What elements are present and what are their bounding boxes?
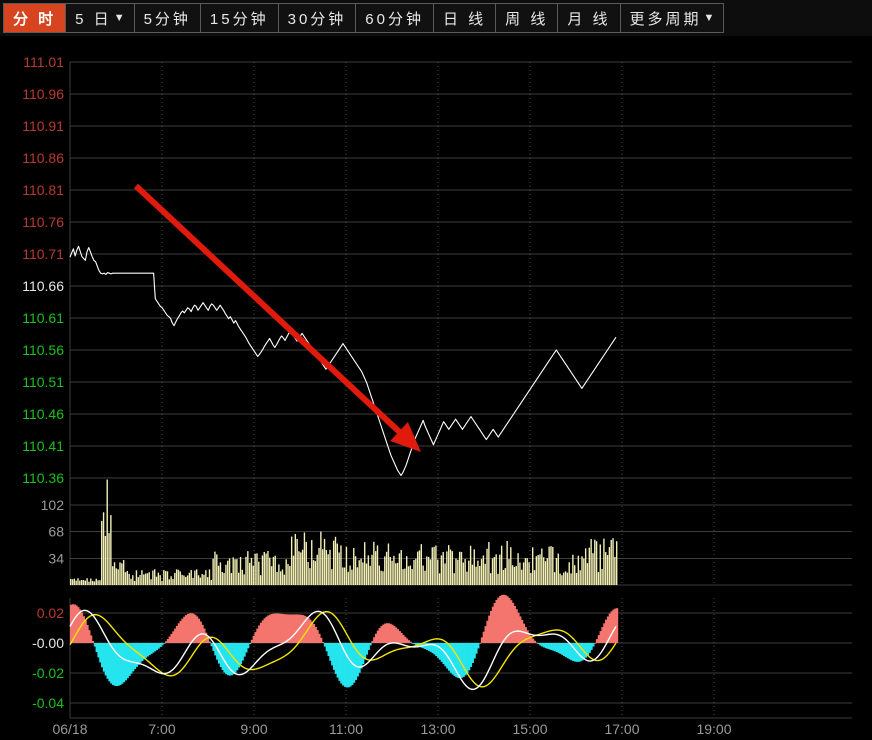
period-5day-button[interactable]: 5 日 ▼ — [66, 4, 135, 32]
volume-axis-label: 34 — [48, 550, 64, 566]
price-axis-label: 110.71 — [22, 246, 64, 262]
period-minute-button[interactable]: 分 时 — [4, 4, 67, 32]
period-monthly-label: 月 线 — [567, 10, 611, 28]
chart-canvas[interactable]: 111.01 110.96 110.91 110.86 110.81 110.76 110.… — [0, 36, 872, 740]
price-axis-label: 110.76 — [22, 214, 64, 230]
price-line — [69, 245, 617, 476]
period-monthly-button[interactable]: 月 线 — [558, 4, 621, 32]
macd-axis-label: -0.00 — [32, 635, 64, 651]
price-axis-label: 110.41 — [22, 438, 64, 454]
time-axis-label: 9:00 — [240, 721, 267, 737]
time-axis-label: 17:00 — [604, 721, 639, 737]
chart-svg: 111.01 110.96 110.91 110.86 110.81 110.76 110.… — [0, 36, 872, 740]
chevron-down-icon: ▼ — [113, 12, 125, 24]
macd-dea-line — [69, 610, 617, 688]
price-axis-label: 111.01 — [23, 54, 64, 70]
macd-dif-line — [69, 609, 617, 691]
chevron-down-icon: ▼ — [703, 12, 715, 24]
price-axis-label: 110.46 — [22, 406, 64, 422]
volume-axis-label: 102 — [41, 497, 65, 513]
period-5day-label: 5 日 — [75, 10, 112, 28]
period-60min-label: 60分钟 — [365, 10, 424, 28]
chart-background — [0, 36, 872, 740]
period-weekly-label: 周 线 — [505, 10, 549, 28]
volume-axis-label: 68 — [48, 524, 64, 540]
macd-axis-label: -0.02 — [32, 665, 64, 681]
macd-axis-label: 0.02 — [37, 605, 64, 621]
time-axis-label: 15:00 — [512, 721, 547, 737]
period-minute-label: 分 时 — [13, 10, 57, 28]
period-more-label: 更多周期 — [629, 10, 702, 28]
macd-axis-label: -0.04 — [32, 695, 64, 711]
period-weekly-button[interactable]: 周 线 — [496, 4, 559, 32]
price-axis-label: 110.81 — [22, 182, 64, 198]
period-30min-label: 30分钟 — [287, 10, 347, 28]
price-axis-label: 110.91 — [22, 118, 64, 134]
time-axis-label: 13:00 — [420, 721, 455, 737]
volume-bars — [70, 479, 618, 585]
period-30min-button[interactable]: 30分钟 — [278, 4, 357, 32]
period-more-button[interactable]: 更多周期 ▼ — [620, 4, 724, 32]
price-axis-label: 110.66 — [22, 278, 64, 294]
period-15min-button[interactable]: 15分钟 — [200, 4, 279, 32]
time-axis-label: 19:00 — [696, 721, 731, 737]
time-axis-label: 06/18 — [52, 721, 87, 737]
period-60min-button[interactable]: 60分钟 — [356, 4, 434, 32]
period-5min-label: 5分钟 — [143, 10, 191, 28]
period-5min-button[interactable]: 5分钟 — [134, 4, 201, 32]
price-axis-label: 110.51 — [22, 374, 64, 390]
period-15min-label: 15分钟 — [209, 10, 269, 28]
time-axis-label: 7:00 — [148, 721, 175, 737]
price-axis-label: 110.96 — [22, 86, 64, 102]
period-daily-label: 日 线 — [442, 10, 487, 28]
price-axis-label: 110.61 — [22, 310, 64, 326]
price-axis-label: 110.56 — [22, 342, 64, 358]
time-axis-label: 11:00 — [329, 721, 363, 737]
price-axis-label: 110.36 — [22, 470, 64, 486]
price-axis-label: 110.86 — [22, 150, 64, 166]
downtrend-arrow — [133, 183, 421, 452]
period-daily-button[interactable]: 日 线 — [433, 4, 497, 32]
